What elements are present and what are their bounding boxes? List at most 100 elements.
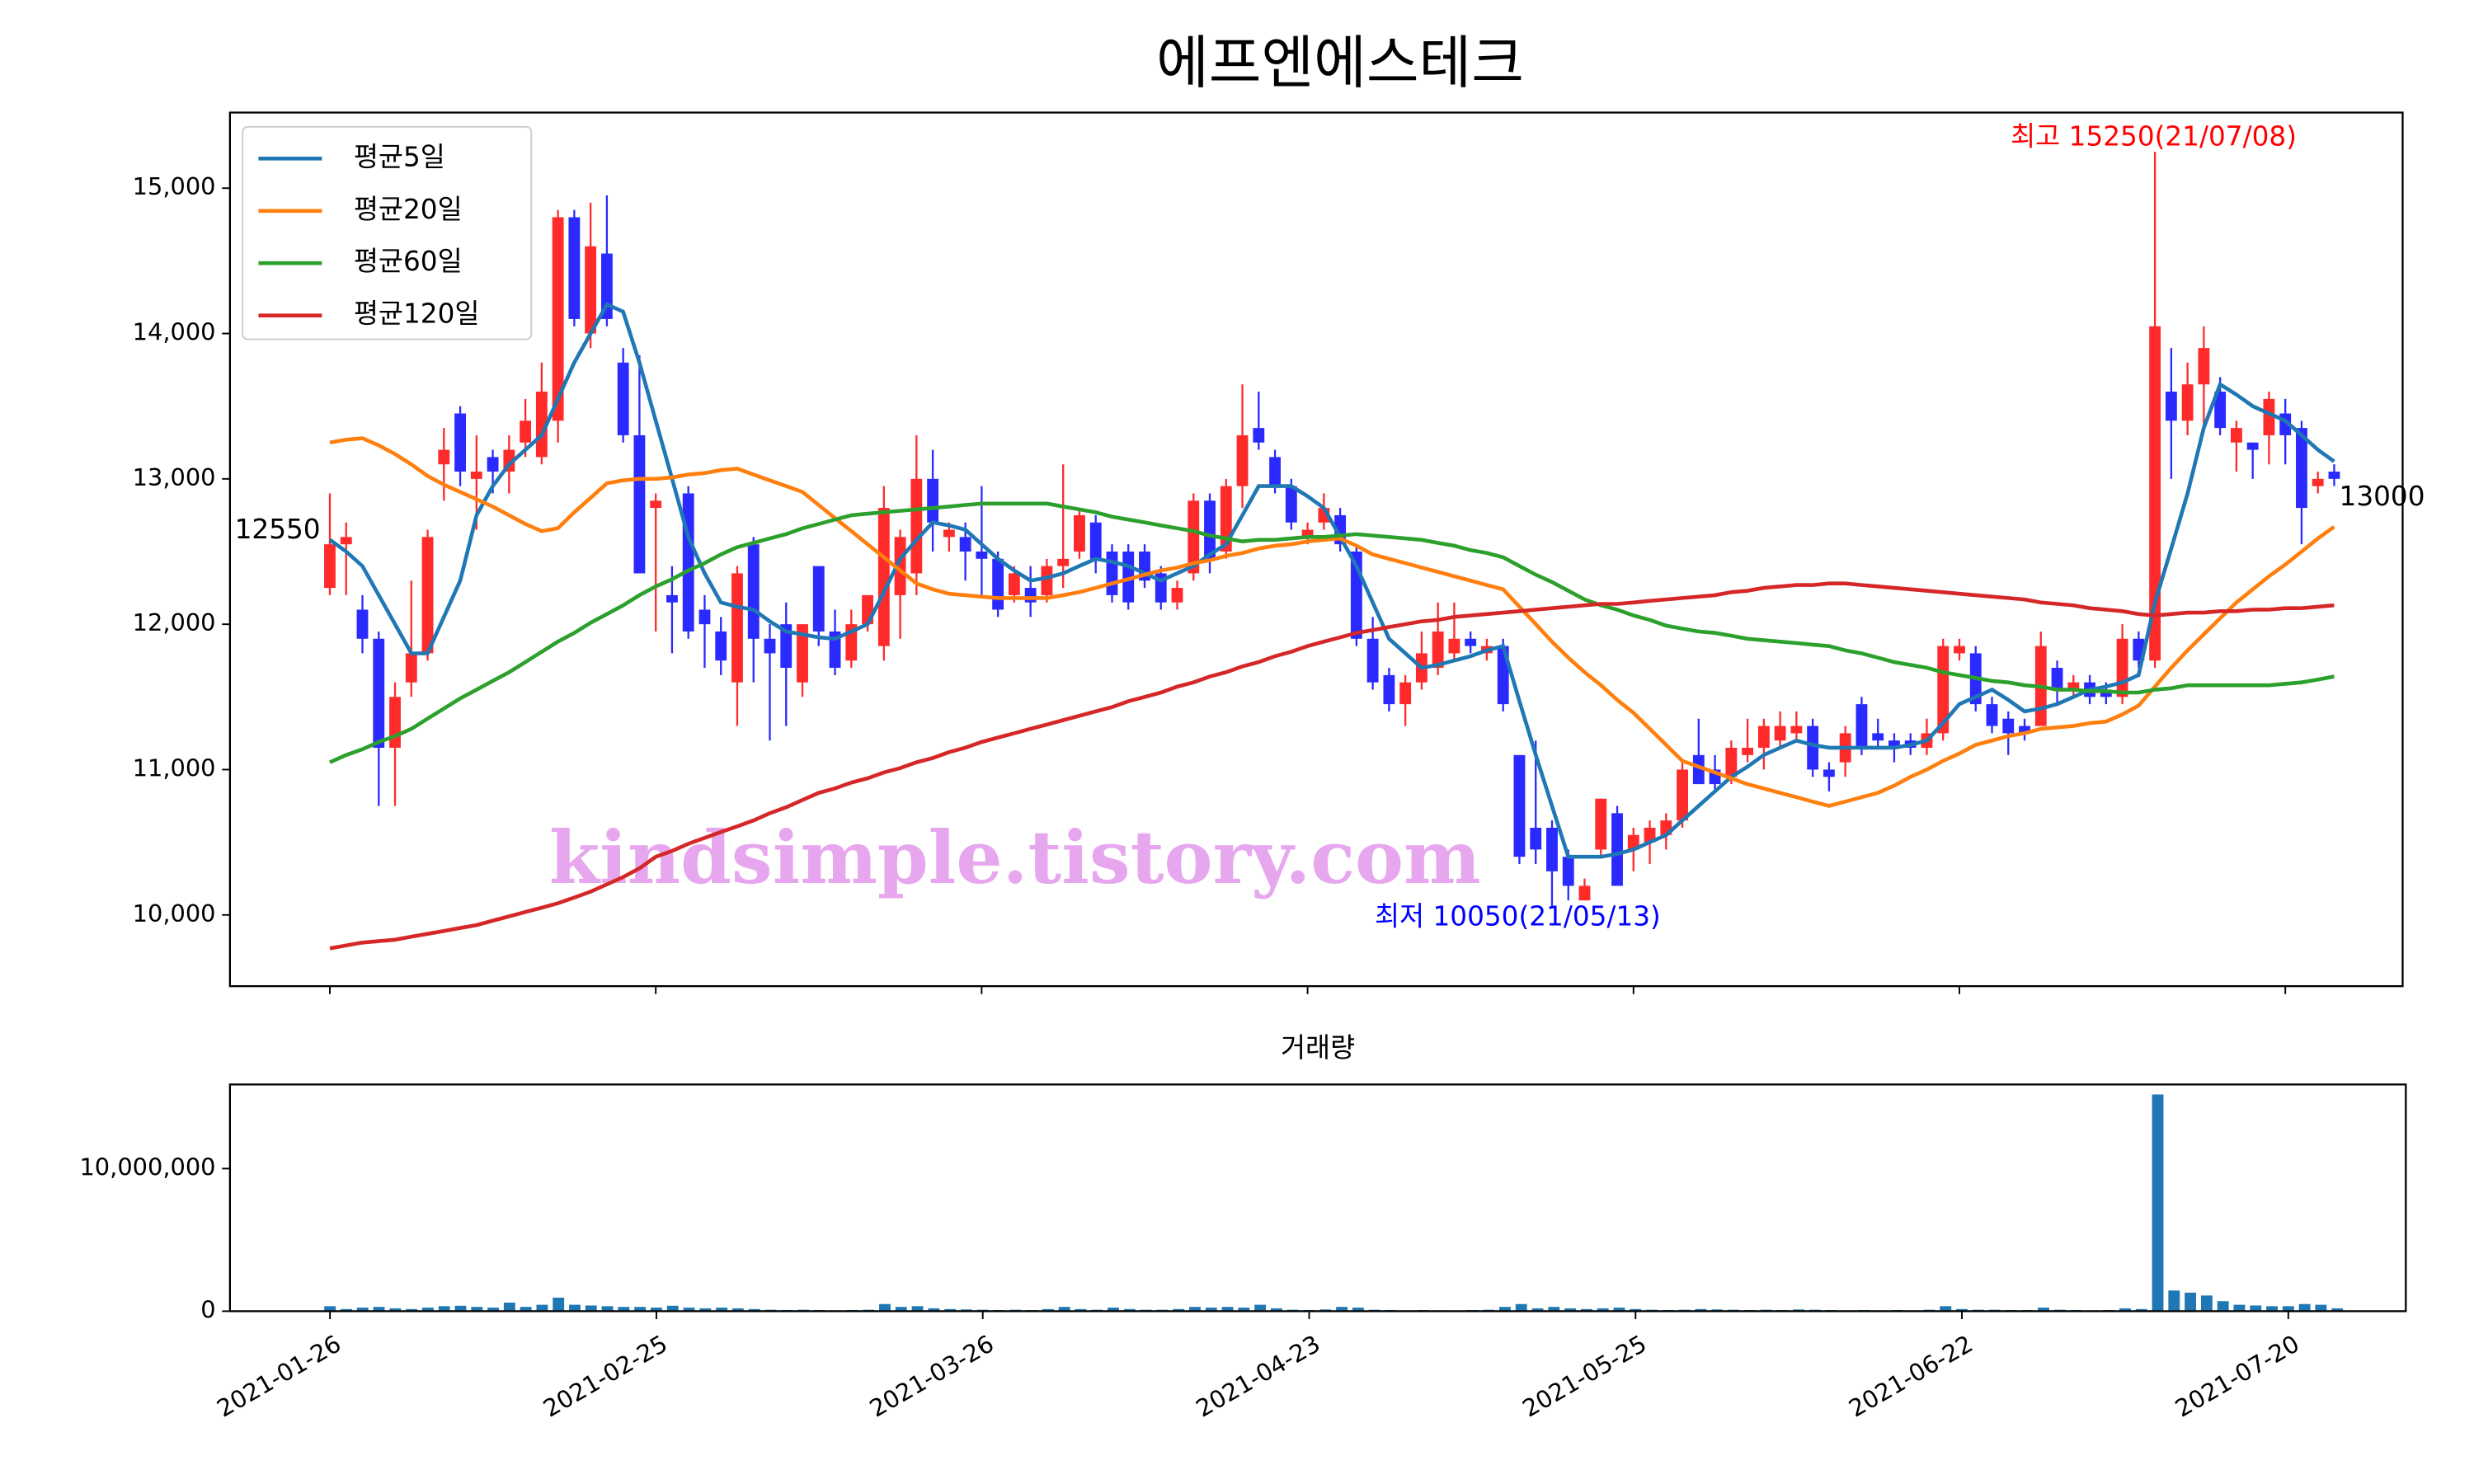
legend-label: 평균60일 [354,246,463,277]
candle-body [438,449,450,465]
volume-bar [1548,1307,1560,1312]
candle-body [1188,500,1200,574]
candle-body [2312,478,2324,486]
legend-label: 평균20일 [354,194,463,225]
volume-bar [553,1297,565,1312]
y-tick-label: 0 [200,1295,215,1323]
candle-body [1692,754,1705,785]
watermark: kindsimple.tistory.com [549,815,1481,900]
moving-average-line [329,501,2335,764]
volume-bar [618,1307,630,1312]
volume-bar [1205,1308,1217,1312]
y-tick-label: 10,000,000 [79,1153,215,1181]
candle-body [1530,827,1542,850]
chart-title: 에프엔에스테크 [1156,31,1524,96]
y-tick-label: 10,000 [133,899,216,928]
volume-bar [651,1308,662,1312]
candle-body [1644,827,1656,843]
candle-body [747,544,760,639]
candle-body [1253,428,1265,443]
volume-bar [1270,1308,1282,1312]
candle-body [1106,551,1118,595]
volume-bar [421,1308,434,1312]
candle-body [1954,646,1965,654]
candle-body [1220,486,1232,552]
volume-bar [2266,1306,2278,1312]
candle-body [600,253,613,319]
volume-bar [2200,1295,2213,1312]
candle-body [943,529,955,538]
volume-bar [895,1307,907,1312]
candle-body [1790,726,1803,734]
volume-bar [1352,1308,1364,1312]
volume-bar [2038,1308,2049,1312]
volume-bar [1515,1303,1527,1312]
candle-body [2181,384,2194,421]
candle-body [356,609,369,639]
volume-bar [731,1308,744,1312]
candle-body [1546,827,1558,871]
candle-body [454,413,466,472]
plot-frame [228,1083,2407,1313]
candle-body [1008,573,1020,595]
volume-bar [1058,1307,1070,1312]
volume-bar [1956,1308,1968,1312]
volume-bar [2233,1304,2246,1312]
candle-body [1301,529,1314,538]
volume-bar [944,1308,957,1312]
volume-bar [569,1304,581,1312]
candle-body [797,624,808,683]
y-tick-label: 11,000 [133,754,216,782]
candle-body [1057,558,1070,566]
candle-body [2116,638,2128,697]
volume-bar [1221,1307,1234,1312]
y-tick-label: 15,000 [133,172,216,200]
volume-bar [520,1307,532,1312]
candle-body [421,537,434,654]
volume-bar [1630,1308,1642,1312]
volume-bar [585,1305,597,1312]
volume-bar [699,1308,712,1312]
moving-average-line [328,302,2335,859]
candle-body [1041,566,1053,595]
volume-bar [1499,1307,1511,1312]
candle-body [1432,631,1444,669]
candle-body [2296,428,2307,509]
moving-average-line [329,581,2335,951]
moving-average-line [329,436,2335,808]
annotation: 12550 [235,514,321,545]
annotation: 최저 10050(21/05/13) [1375,900,1661,932]
y-tick-label: 12,000 [133,608,216,636]
candle-body [829,631,841,669]
candle-body [1204,500,1216,559]
candle-body [585,246,597,334]
candle-body [405,653,417,683]
volume-bar [536,1304,548,1312]
volume-bar [2168,1290,2180,1312]
volume-bar [601,1306,614,1312]
volume-bar [748,1308,760,1312]
candle-body [1823,769,1835,777]
candle-body [2100,689,2112,697]
volume-bar [2119,1308,2131,1312]
candle-body [2214,392,2227,429]
volume-bar [1613,1308,1625,1312]
volume-bar [2331,1308,2344,1312]
volume-bar [356,1308,369,1312]
candle-body [373,638,385,749]
volume-bar [389,1308,402,1312]
candle-body [1774,726,1786,741]
legend-label: 평균5일 [354,141,445,172]
candle-body [1937,646,1950,734]
volume-bar [1531,1308,1544,1312]
candle-body [2019,726,2030,734]
legend-label: 평균120일 [354,298,480,330]
volume-bar [716,1308,728,1312]
volume-bar [666,1305,679,1312]
candle-body [1627,834,1639,850]
candle-body [910,478,923,574]
candle-body [2149,326,2161,661]
plot-frame [228,111,2404,988]
y-tick-label: 14,000 [133,318,216,346]
